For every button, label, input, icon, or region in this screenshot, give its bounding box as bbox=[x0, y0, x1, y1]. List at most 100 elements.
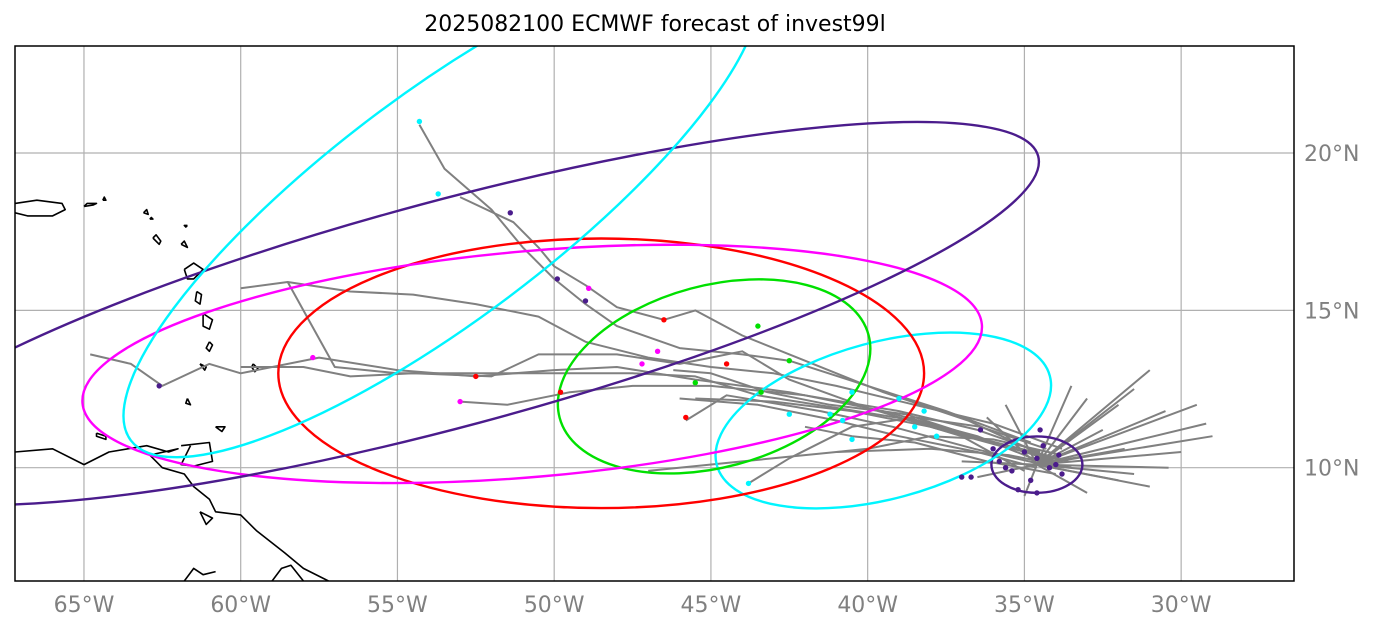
ensemble-track bbox=[1036, 463, 1169, 469]
forecast-position-dot bbox=[586, 285, 592, 291]
forecast-position-dot bbox=[849, 436, 855, 443]
latitude-tick-label: 15°N bbox=[1304, 299, 1359, 324]
forecast-position-dot bbox=[1034, 490, 1040, 496]
ensemble-track bbox=[648, 447, 1072, 472]
forecast-position-dot bbox=[849, 389, 855, 395]
coastline bbox=[83, 202, 98, 208]
forecast-position-dot bbox=[896, 395, 902, 402]
forecast-position-dot bbox=[745, 480, 752, 487]
forecast-position-dot bbox=[968, 474, 974, 480]
ensemble-track bbox=[673, 369, 1060, 460]
forecast-position-dot bbox=[1009, 468, 1015, 474]
coastline bbox=[180, 240, 189, 249]
forecast-ellipse bbox=[556, 278, 872, 475]
forecast-position-dot bbox=[758, 389, 764, 395]
ensemble-track bbox=[747, 416, 1047, 485]
forecast-position-dot bbox=[654, 348, 661, 354]
forecast-ellipse bbox=[122, 46, 761, 459]
coastline bbox=[149, 216, 154, 220]
forecast-position-dot bbox=[996, 458, 1002, 465]
coastline bbox=[194, 290, 203, 305]
coastline bbox=[183, 567, 216, 581]
forecast-position-dot bbox=[921, 408, 927, 414]
forecast-position-dot bbox=[692, 380, 698, 386]
ensemble-track bbox=[459, 196, 1050, 460]
coastline bbox=[205, 341, 214, 353]
latitude-tick-labels: 10°N 15°N 20°N bbox=[1304, 142, 1359, 482]
forecast-position-dot bbox=[554, 276, 560, 282]
ensemble-track bbox=[1036, 429, 1104, 466]
coastline bbox=[15, 199, 66, 217]
ensemble-track bbox=[977, 463, 1038, 479]
forecast-position-dot bbox=[959, 474, 965, 480]
ensemble-track bbox=[1036, 403, 1120, 466]
coastline bbox=[215, 425, 226, 433]
forecast-position-dot bbox=[1028, 477, 1034, 483]
coastline bbox=[95, 432, 107, 441]
gridlines bbox=[15, 46, 1294, 581]
ensemble-track bbox=[1004, 404, 1038, 466]
forecast-position-dot bbox=[1040, 443, 1046, 449]
forecast-position-dot bbox=[977, 427, 984, 433]
ensemble-track bbox=[1036, 403, 1198, 466]
forecast-position-dot bbox=[1059, 471, 1065, 477]
ensemble-track bbox=[685, 394, 1044, 466]
forecast-position-dot bbox=[839, 417, 846, 424]
ensemble-track bbox=[1036, 463, 1088, 494]
ensemble-track bbox=[1036, 422, 1207, 466]
longitude-tick-label: 55°W bbox=[367, 593, 428, 618]
longitude-tick-label: 40°W bbox=[837, 593, 898, 618]
coastline bbox=[199, 511, 214, 526]
forecast-position-dot bbox=[723, 361, 730, 367]
coastline bbox=[185, 398, 192, 406]
forecast-ellipse bbox=[15, 120, 1041, 507]
coastline bbox=[183, 224, 188, 228]
forecast-position-dot bbox=[156, 383, 162, 389]
forecast-position-dot bbox=[786, 411, 792, 417]
ensemble-track bbox=[1035, 385, 1073, 466]
longitude-tick-label: 35°W bbox=[994, 593, 1055, 618]
longitude-tick-label: 45°W bbox=[681, 593, 742, 618]
longitude-tick-label: 60°W bbox=[210, 593, 271, 618]
ensemble-track bbox=[240, 350, 1025, 472]
longitude-tick-label: 30°W bbox=[1151, 593, 1212, 618]
ensemble-track bbox=[240, 281, 1063, 450]
forecast-position-dot bbox=[1056, 452, 1062, 458]
forecast-position-dot bbox=[1021, 449, 1028, 455]
coastline bbox=[152, 234, 162, 246]
forecast-position-dot bbox=[1046, 465, 1053, 471]
forecast-position-dot bbox=[1034, 455, 1040, 461]
ensemble-track bbox=[1036, 397, 1088, 466]
forecast-position-dot bbox=[416, 118, 423, 125]
map-title: 2025082100 ECMWF forecast of invest99l bbox=[424, 12, 886, 37]
coastline bbox=[142, 208, 149, 216]
forecast-ellipse bbox=[277, 237, 926, 510]
position-dots bbox=[156, 118, 1065, 496]
longitude-tick-label: 65°W bbox=[54, 593, 115, 618]
longitude-tick-labels: 65°W 60°W 55°W 50°W 45°W 40°W 35°W 30°W bbox=[54, 593, 1212, 618]
coastline bbox=[102, 196, 107, 201]
coastline bbox=[271, 564, 305, 581]
forecast-position-dot bbox=[639, 361, 645, 367]
forecast-ellipse bbox=[81, 243, 984, 485]
forecast-position-dot bbox=[557, 389, 564, 395]
plot-frame bbox=[14, 45, 1295, 582]
forecast-position-dot bbox=[1002, 465, 1009, 471]
forecast-position-dot bbox=[1037, 427, 1043, 433]
latitude-tick-label: 20°N bbox=[1304, 142, 1359, 167]
longitude-tick-label: 50°W bbox=[524, 593, 585, 618]
forecast-position-dot bbox=[933, 433, 940, 439]
forecast-position-dot bbox=[661, 317, 667, 323]
ensemble-track bbox=[1036, 463, 1135, 475]
ensemble-track bbox=[804, 425, 1056, 475]
latitude-tick-label: 10°N bbox=[1304, 457, 1359, 482]
forecast-ellipse bbox=[714, 331, 1053, 510]
forecast-position-dot bbox=[1053, 461, 1059, 468]
forecast-position-dot bbox=[990, 446, 996, 452]
forecast-position-dot bbox=[827, 411, 833, 417]
forecast-position-dot bbox=[507, 210, 513, 216]
forecast-position-dot bbox=[457, 398, 463, 405]
ensemble-track bbox=[418, 124, 1032, 444]
forecast-position-dot bbox=[1015, 487, 1021, 493]
